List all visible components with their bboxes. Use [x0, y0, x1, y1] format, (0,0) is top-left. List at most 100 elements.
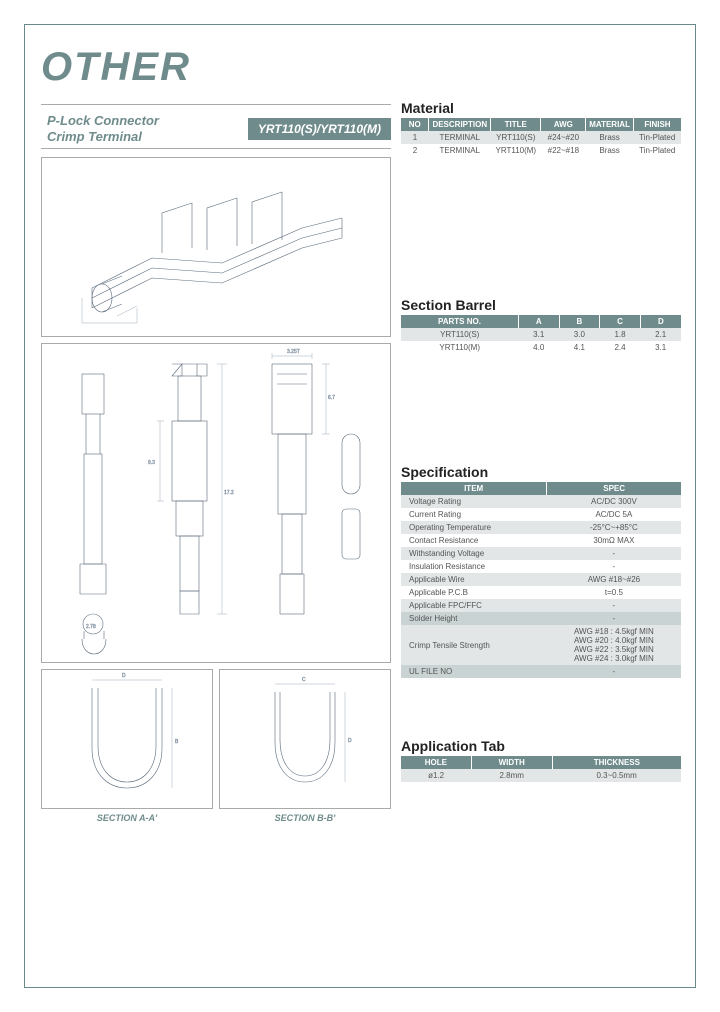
table-cell: Applicable FPC/FFC: [401, 599, 547, 612]
table-cell: 3.1: [640, 341, 681, 354]
table-cell: Solder Height: [401, 612, 547, 625]
table-row: Voltage RatingAC/DC 300V: [401, 495, 681, 508]
table-row: Current RatingAC/DC 5A: [401, 508, 681, 521]
model-badge: YRT110(S)/YRT110(M): [248, 118, 391, 140]
svg-text:D: D: [348, 738, 352, 744]
table-cell: Operating Temperature: [401, 521, 547, 534]
table-row: Contact Resistance30mΩ MAX: [401, 534, 681, 547]
table-cell: #24~#20: [541, 131, 586, 144]
orthographic-drawings: 17.2 9.3 3.25T: [41, 343, 391, 663]
table-cell: -: [547, 665, 681, 678]
column-header: TITLE: [491, 118, 541, 131]
table-cell: TERMINAL: [429, 131, 491, 144]
table-cell: Voltage Rating: [401, 495, 547, 508]
specification-title: Specification: [401, 464, 681, 480]
table-cell: 3.1: [518, 328, 559, 341]
section-barrel-table: PARTS NO.ABCDYRT110(S)3.13.01.82.1YRT110…: [401, 315, 681, 354]
page-title: OTHER: [41, 45, 679, 90]
table-cell: 2: [401, 144, 429, 157]
section-a-box: D B SECTION A-A': [41, 669, 213, 823]
table-cell: t=0.5: [547, 586, 681, 599]
table-cell: Applicable P.C.B: [401, 586, 547, 599]
table-row: 1TERMINALYRT110(S)#24~#20BrassTin-Plated: [401, 131, 681, 144]
table-cell: 3.0: [559, 328, 600, 341]
table-row: Applicable P.C.Bt=0.5: [401, 586, 681, 599]
svg-text:2.78: 2.78: [86, 624, 96, 630]
table-cell: -: [547, 547, 681, 560]
table-cell: #22~#18: [541, 144, 586, 157]
subheader: P-Lock Connector Crimp Terminal YRT110(S…: [41, 113, 391, 144]
table-cell: 1.8: [600, 328, 641, 341]
column-header: DESCRIPTION: [429, 118, 491, 131]
specification-table: ITEMSPECVoltage RatingAC/DC 300VCurrent …: [401, 482, 681, 678]
table-cell: ø1.2: [401, 769, 471, 782]
column-header: FINISH: [633, 118, 681, 131]
column-header: C: [600, 315, 641, 328]
table-cell: 1: [401, 131, 429, 144]
table-row: Solder Height-: [401, 612, 681, 625]
column-header: MATERIAL: [586, 118, 634, 131]
table-cell: Brass: [586, 131, 634, 144]
column-header: HOLE: [401, 756, 471, 769]
table-cell: Applicable Wire: [401, 573, 547, 586]
table-row: ø1.22.8mm0.3~0.5mm: [401, 769, 681, 782]
table-cell: 30mΩ MAX: [547, 534, 681, 547]
table-cell: Crimp Tensile Strength: [401, 625, 547, 665]
table-row: Applicable WireAWG #18~#26: [401, 573, 681, 586]
column-header: WIDTH: [471, 756, 552, 769]
material-table: NODESCRIPTIONTITLEAWGMATERIALFINISH1TERM…: [401, 118, 681, 157]
table-cell: AWG #18 : 4.5kgf MINAWG #20 : 4.0kgf MIN…: [547, 625, 681, 665]
svg-text:C: C: [302, 677, 306, 683]
column-header: ITEM: [401, 482, 547, 495]
svg-text:3.25T: 3.25T: [287, 349, 300, 355]
table-cell: Tin-Plated: [633, 144, 681, 157]
table-cell: AWG #18~#26: [547, 573, 681, 586]
table-cell: -25°C~+85°C: [547, 521, 681, 534]
section-b-label: SECTION B-B': [219, 813, 391, 823]
table-cell: Insulation Resistance: [401, 560, 547, 573]
table-cell: YRT110(M): [491, 144, 541, 157]
table-row: UL FILE NO-: [401, 665, 681, 678]
section-b-box: C D SECTION B-B': [219, 669, 391, 823]
svg-text:17.2: 17.2: [224, 490, 234, 496]
table-cell: -: [547, 599, 681, 612]
table-cell: Contact Resistance: [401, 534, 547, 547]
svg-text:D: D: [122, 673, 126, 679]
table-cell: YRT110(M): [401, 341, 518, 354]
section-barrel-title: Section Barrel: [401, 297, 681, 313]
column-header: B: [559, 315, 600, 328]
product-name-2: Crimp Terminal: [47, 129, 240, 145]
page-frame: OTHER P-Lock Connector Crimp Terminal YR…: [24, 24, 696, 988]
table-cell: Current Rating: [401, 508, 547, 521]
table-cell: Tin-Plated: [633, 131, 681, 144]
table-cell: TERMINAL: [429, 144, 491, 157]
right-column: Material NODESCRIPTIONTITLEAWGMATERIALFI…: [401, 100, 681, 823]
table-row: Applicable FPC/FFC-: [401, 599, 681, 612]
table-row: YRT110(S)3.13.01.82.1: [401, 328, 681, 341]
column-header: PARTS NO.: [401, 315, 518, 328]
table-cell: YRT110(S): [401, 328, 518, 341]
table-cell: 2.4: [600, 341, 641, 354]
left-column: P-Lock Connector Crimp Terminal YRT110(S…: [41, 100, 391, 823]
material-title: Material: [401, 100, 681, 116]
table-row: Crimp Tensile StrengthAWG #18 : 4.5kgf M…: [401, 625, 681, 665]
column-header: NO: [401, 118, 429, 131]
table-cell: 4.1: [559, 341, 600, 354]
table-cell: AC/DC 5A: [547, 508, 681, 521]
column-header: A: [518, 315, 559, 328]
column-header: THICKNESS: [552, 756, 681, 769]
table-cell: Withstanding Voltage: [401, 547, 547, 560]
application-tab-title: Application Tab: [401, 738, 681, 754]
application-tab-table: HOLEWIDTHTHICKNESSø1.22.8mm0.3~0.5mm: [401, 756, 681, 782]
table-cell: 2.1: [640, 328, 681, 341]
table-cell: AC/DC 300V: [547, 495, 681, 508]
table-cell: 4.0: [518, 341, 559, 354]
table-cell: YRT110(S): [491, 131, 541, 144]
table-cell: Brass: [586, 144, 634, 157]
table-row: Operating Temperature-25°C~+85°C: [401, 521, 681, 534]
table-cell: 2.8mm: [471, 769, 552, 782]
table-cell: -: [547, 612, 681, 625]
svg-text:6.7: 6.7: [328, 395, 335, 401]
section-a-label: SECTION A-A': [41, 813, 213, 823]
product-name-1: P-Lock Connector: [47, 113, 240, 129]
